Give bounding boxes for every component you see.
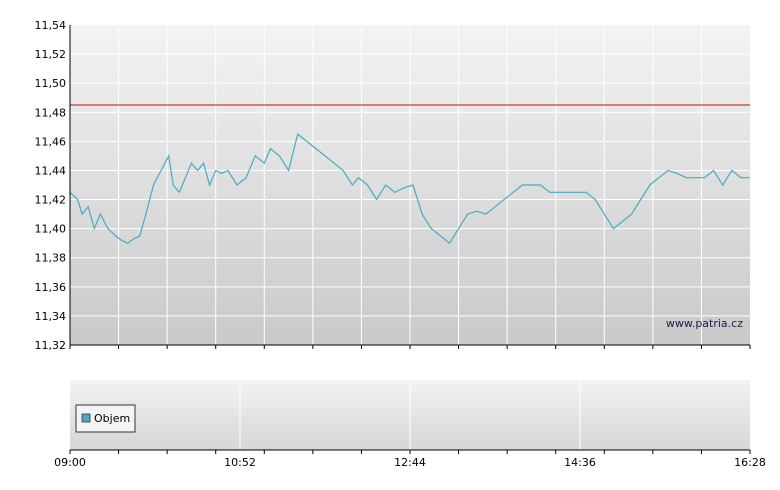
y-tick-label: 11,40 [35, 223, 67, 236]
watermark: www.patria.cz [666, 317, 743, 330]
y-axis-tick-labels: 11,54 11,52 11,50 11,48 11,46 11,44 11,42 11,40… [35, 19, 67, 352]
legend-label: Objem [94, 412, 130, 425]
x-tick-label: 12:44 [394, 456, 426, 469]
price-vertical-grid [118, 25, 702, 345]
x-tick-label: 09:00 [54, 456, 86, 469]
x-tick-label: 14:36 [564, 456, 596, 469]
y-tick-label: 11,54 [35, 19, 67, 32]
y-tick-label: 11,34 [35, 310, 67, 323]
x-tick-label: 10:52 [224, 456, 256, 469]
legend-swatch [81, 413, 91, 423]
y-tick-label: 11,44 [35, 164, 67, 177]
volume-axis-ticks [69, 450, 751, 454]
y-tick-label: 11,42 [35, 194, 67, 207]
x-axis-tick-labels: 09:00 10:52 12:44 14:36 16:28 [54, 456, 766, 469]
x-tick-label: 16:28 [734, 456, 766, 469]
price-axis-ticks [69, 345, 751, 349]
price-series-line [69, 133, 750, 245]
y-tick-label: 11,46 [35, 135, 67, 148]
y-tick-label: 11,38 [35, 252, 67, 265]
price-horizontal-grid [70, 53, 750, 317]
legend-box: Objem [75, 404, 136, 433]
volume-vertical-grid [239, 380, 581, 450]
y-tick-label: 11,32 [35, 339, 67, 352]
y-tick-label: 11,50 [35, 77, 67, 90]
y-tick-label: 11,52 [35, 48, 67, 61]
y-tick-label: 11,48 [35, 106, 67, 119]
y-tick-label: 11,36 [35, 281, 67, 294]
